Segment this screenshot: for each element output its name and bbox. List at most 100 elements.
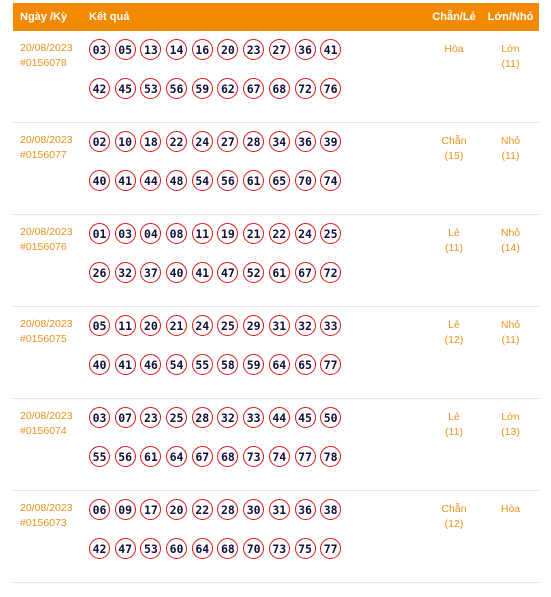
number-ball: 02 xyxy=(89,131,110,152)
number-ball: 25 xyxy=(166,407,188,428)
number-ball: 38 xyxy=(320,499,342,520)
number-ball: 33 xyxy=(320,315,342,336)
number-ball: 32 xyxy=(217,407,239,428)
number-ball: 64 xyxy=(166,446,188,467)
number-ball: 13 xyxy=(140,39,162,60)
draw-id: #0156078 xyxy=(20,57,67,69)
result-numbers: 01 03 04 08 11 19 21 22 24 25 26 32 37 40 41 47 52 61 67 72 xyxy=(89,215,426,306)
number-ball: 64 xyxy=(191,538,213,559)
number-ball: 14 xyxy=(166,39,188,60)
number-ball: 28 xyxy=(243,131,265,152)
number-ball: 53 xyxy=(140,78,162,99)
results-table: Ngày /Kỳ Kết quả Chẵn/Lẻ Lớn/Nhỏ 20/08/2… xyxy=(13,3,539,583)
number-ball: 28 xyxy=(191,407,213,428)
number-ball: 72 xyxy=(294,78,316,99)
number-ball: 25 xyxy=(320,223,342,244)
number-ball: 34 xyxy=(268,131,290,152)
number-ball: 68 xyxy=(217,538,239,559)
numbers-line: 42 47 53 60 64 68 70 73 75 77 xyxy=(89,538,426,562)
chan-le-cell: Chẵn (15) xyxy=(426,123,482,214)
number-ball: 28 xyxy=(217,499,239,520)
number-ball: 55 xyxy=(89,446,110,467)
result-numbers: 03 07 23 25 28 32 33 44 45 50 55 56 61 64 67 68 73 74 77 78 xyxy=(89,399,426,490)
number-ball: 24 xyxy=(191,315,213,336)
number-ball: 19 xyxy=(217,223,239,244)
number-ball: 27 xyxy=(217,131,239,152)
number-ball: 36 xyxy=(294,499,316,520)
number-ball: 41 xyxy=(114,354,136,375)
chan-le-value: Lẻ xyxy=(448,227,460,239)
number-ball: 56 xyxy=(166,78,188,99)
number-ball: 53 xyxy=(140,538,162,559)
number-ball: 33 xyxy=(243,407,265,428)
numbers-line: 40 41 46 54 55 58 59 64 65 77 xyxy=(89,354,426,378)
number-ball: 18 xyxy=(140,131,162,152)
number-ball: 45 xyxy=(114,78,136,99)
number-ball: 40 xyxy=(166,262,188,283)
table-header: Ngày /Kỳ Kết quả Chẵn/Lẻ Lớn/Nhỏ xyxy=(13,3,539,31)
number-ball: 29 xyxy=(243,315,265,336)
number-ball: 67 xyxy=(191,446,213,467)
lon-nho-count: (13) xyxy=(501,426,520,438)
lon-nho-value: Lớn xyxy=(501,43,520,55)
draw-date: 20/08/2023 xyxy=(20,318,73,330)
number-ball: 07 xyxy=(114,407,136,428)
lon-nho-cell: Lớn (11) xyxy=(482,31,539,122)
result-numbers: 02 10 18 22 24 27 28 34 36 39 40 41 44 48 54 56 61 65 70 74 xyxy=(89,123,426,214)
chan-le-count: (12) xyxy=(444,518,464,530)
draw-date: 20/08/2023 xyxy=(20,226,73,238)
number-ball: 56 xyxy=(114,446,136,467)
number-ball: 67 xyxy=(294,262,316,283)
lon-nho-cell: Lớn (13) xyxy=(482,399,539,490)
lon-nho-count: (14) xyxy=(501,242,520,254)
number-ball: 54 xyxy=(191,170,213,191)
number-ball: 77 xyxy=(320,538,342,559)
number-ball: 39 xyxy=(320,131,342,152)
number-ball: 52 xyxy=(243,262,265,283)
number-ball: 24 xyxy=(294,223,316,244)
lon-nho-cell: Hòa xyxy=(482,491,539,582)
number-ball: 37 xyxy=(140,262,162,283)
chan-le-count: (11) xyxy=(445,242,463,254)
lon-nho-cell: Nhỏ (11) xyxy=(482,307,539,398)
draw-date-cell: 20/08/2023 #0156074 xyxy=(13,399,89,490)
chan-le-count: (15) xyxy=(444,150,464,162)
header-result: Kết quả xyxy=(89,11,130,23)
chan-le-cell: Lẻ (11) xyxy=(426,399,482,490)
number-ball: 20 xyxy=(140,315,162,336)
number-ball: 45 xyxy=(294,407,316,428)
table-row: 20/08/2023 #0156078 03 05 13 14 16 20 23 27 36 41 42… xyxy=(13,31,539,123)
lon-nho-cell: Nhỏ (14) xyxy=(482,215,539,306)
number-ball: 77 xyxy=(294,446,316,467)
lon-nho-count: (11) xyxy=(501,334,520,346)
lon-nho-value: Lớn xyxy=(501,411,520,423)
number-ball: 09 xyxy=(114,499,136,520)
number-ball: 67 xyxy=(243,78,265,99)
chan-le-value: Lẻ xyxy=(448,411,460,423)
number-ball: 22 xyxy=(268,223,290,244)
number-ball: 22 xyxy=(191,499,213,520)
number-ball: 59 xyxy=(191,78,213,99)
lon-nho-value: Nhỏ xyxy=(500,227,521,239)
number-ball: 74 xyxy=(320,170,342,191)
number-ball: 44 xyxy=(140,170,162,191)
number-ball: 03 xyxy=(89,407,110,428)
number-ball: 10 xyxy=(114,131,136,152)
number-ball: 03 xyxy=(89,39,110,60)
result-numbers: 05 11 20 21 24 25 29 31 32 33 40 41 46 54 55 58 59 64 65 77 xyxy=(89,307,426,398)
number-ball: 58 xyxy=(217,354,239,375)
chan-le-value: Hòa xyxy=(444,43,464,55)
number-ball: 22 xyxy=(166,131,188,152)
number-ball: 73 xyxy=(243,446,265,467)
number-ball: 70 xyxy=(243,538,265,559)
draw-id: #0156077 xyxy=(20,149,67,161)
draw-date-cell: 20/08/2023 #0156073 xyxy=(13,491,89,582)
table-row: 20/08/2023 #0156075 05 11 20 21 24 25 29 31 32 33 40… xyxy=(13,307,539,399)
number-ball: 41 xyxy=(114,170,136,191)
chan-le-cell: Hòa xyxy=(426,31,482,122)
number-ball: 21 xyxy=(243,223,265,244)
number-ball: 40 xyxy=(89,354,110,375)
result-numbers: 03 05 13 14 16 20 23 27 36 41 42 45 53 56 59 62 67 68 72 76 xyxy=(89,31,426,122)
number-ball: 72 xyxy=(320,262,342,283)
number-ball: 01 xyxy=(89,223,110,244)
